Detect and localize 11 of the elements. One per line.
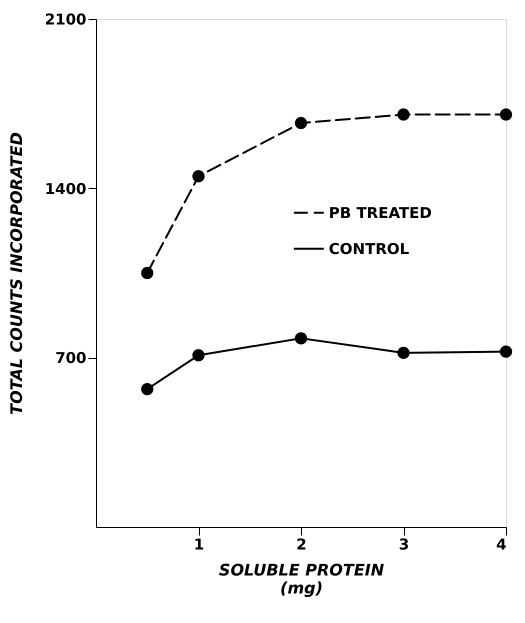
y-tick-label: 700 (55, 349, 86, 368)
x-tick-label: 1 (194, 536, 204, 554)
legend-label: CONTROL (328, 240, 410, 258)
x-tick-label: 2 (296, 536, 307, 554)
y-axis-title: TOTAL COUNTS INCORPORATED (6, 132, 26, 415)
y-tick-label: 1400 (44, 180, 86, 198)
x-axis-title: SOLUBLE PROTEIN (mg) (218, 560, 385, 598)
legend-label: PB TREATED (328, 204, 432, 222)
y-tick-label: 2100 (44, 10, 86, 28)
x-tick-label: 4 (496, 536, 506, 554)
x-tick-label: 3 (398, 536, 410, 554)
